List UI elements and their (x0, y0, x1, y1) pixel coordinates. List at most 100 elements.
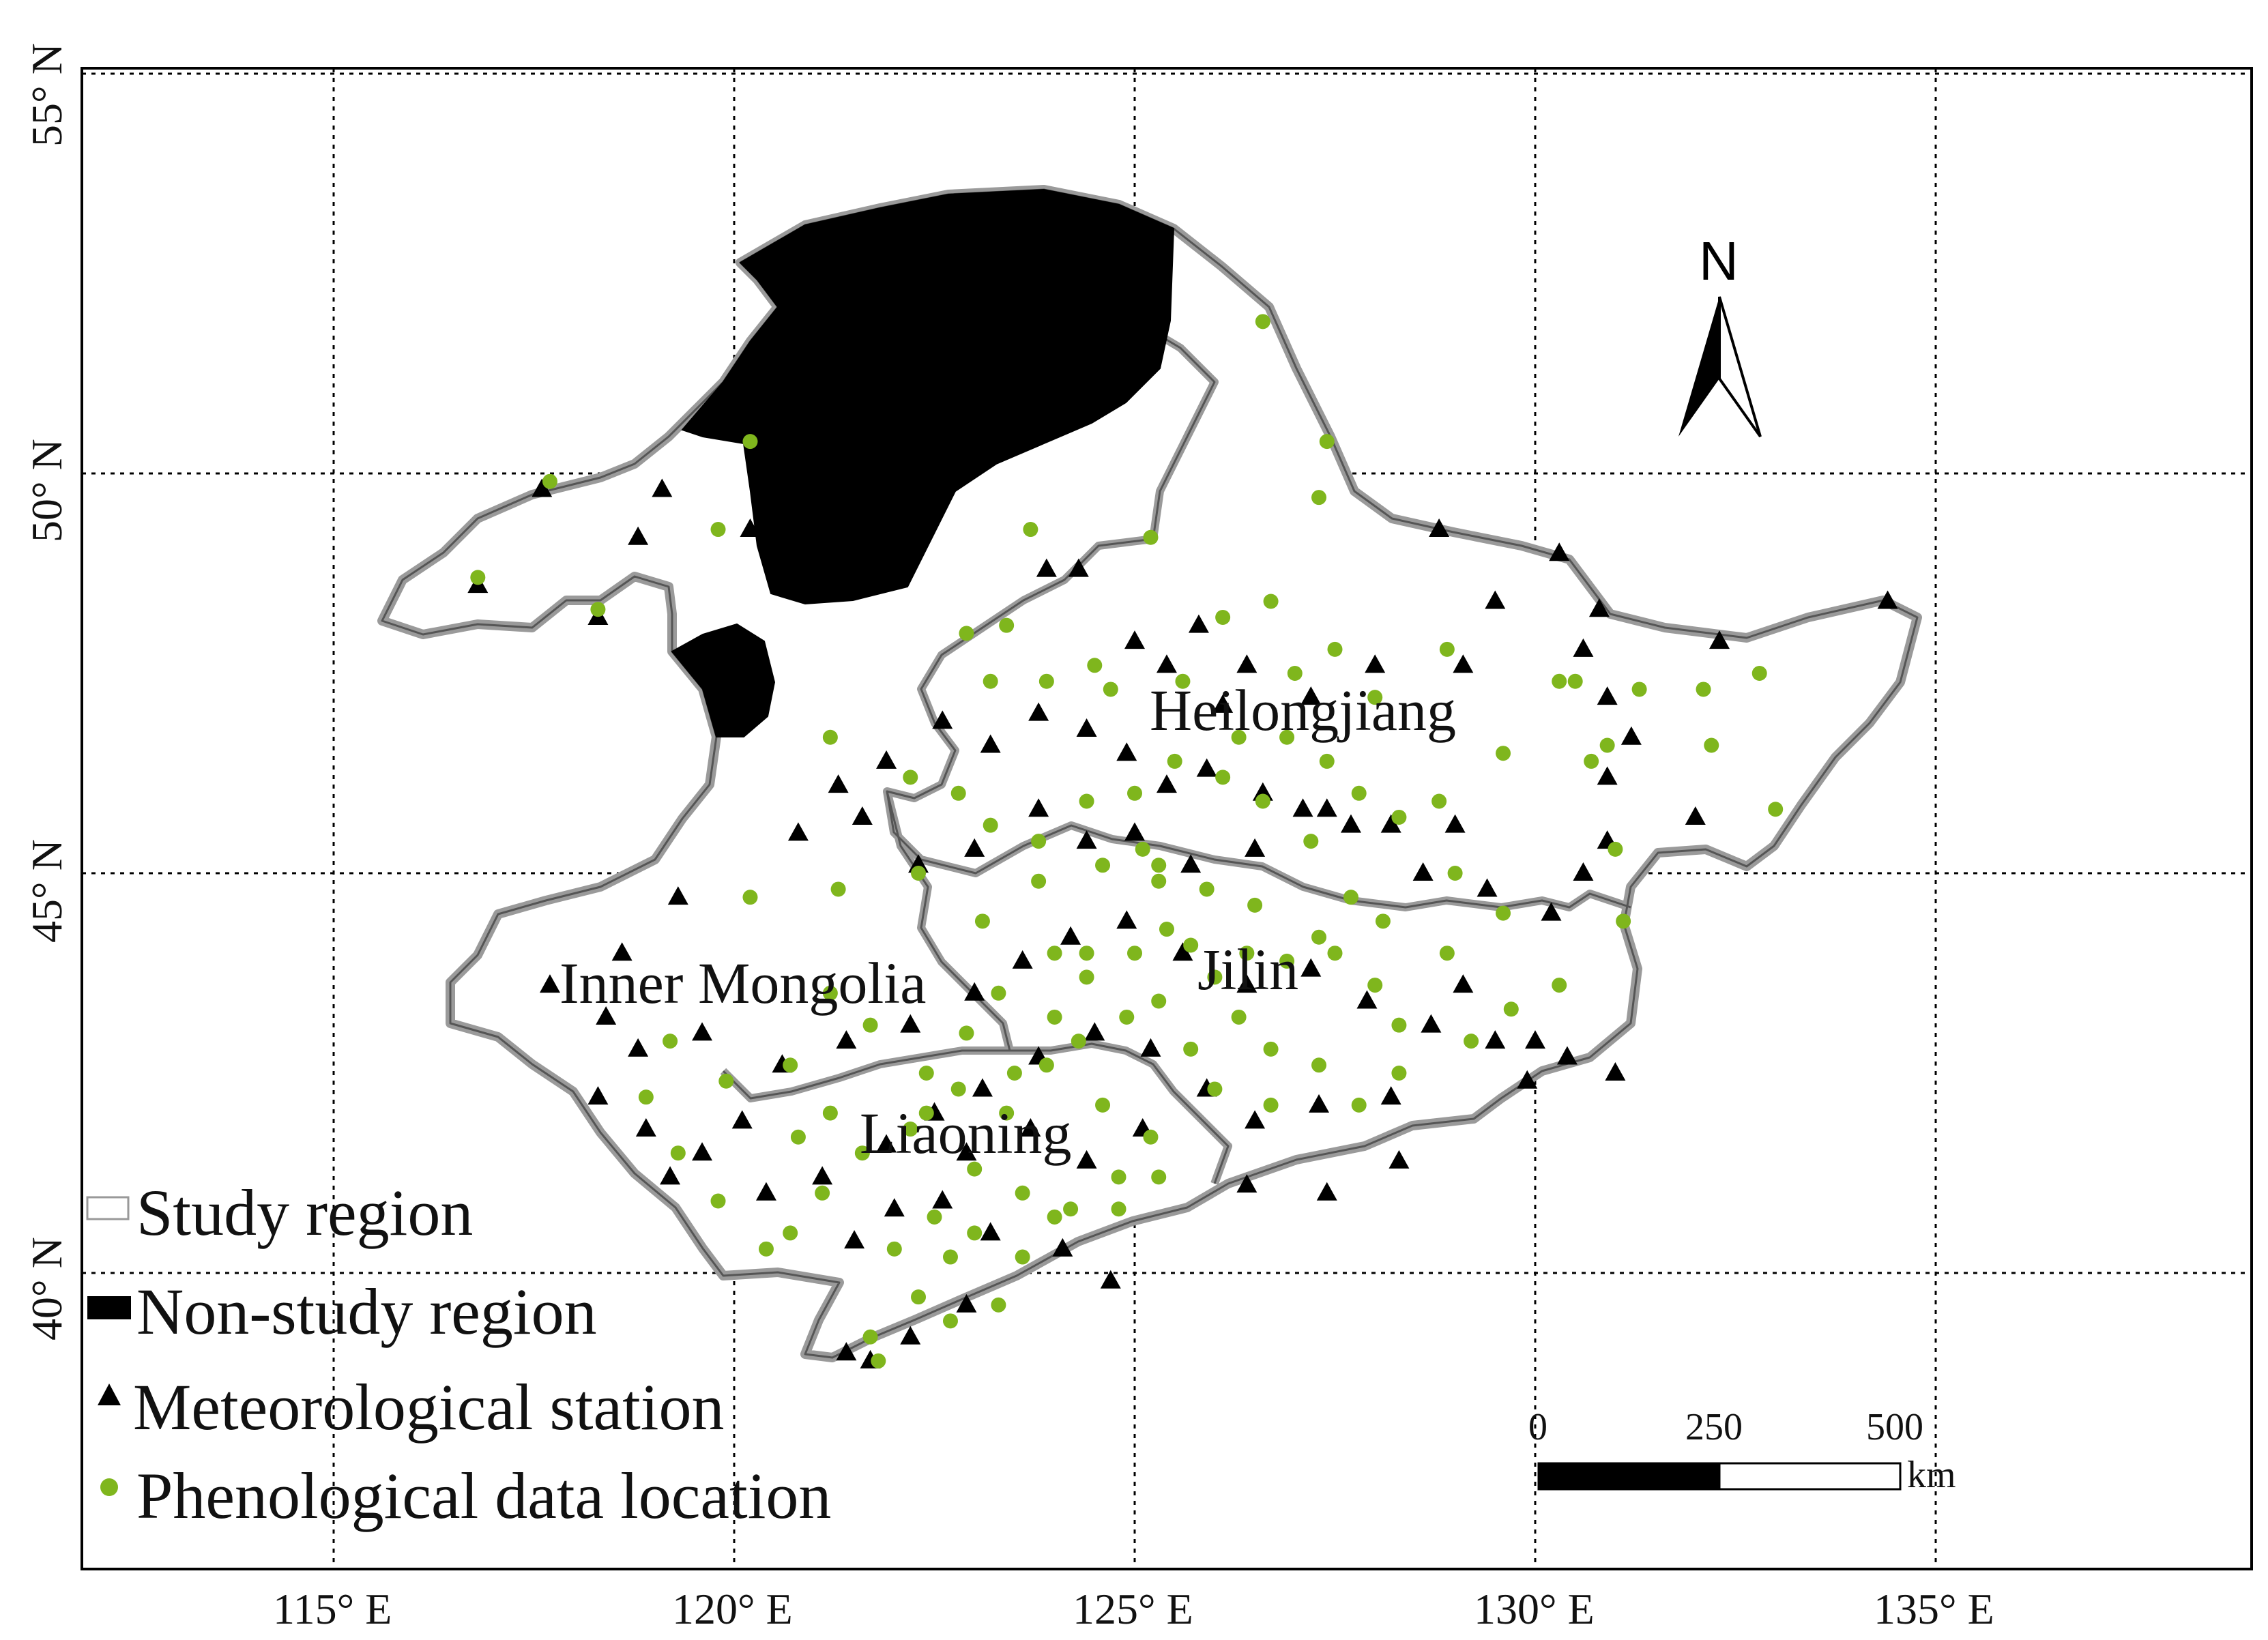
station-marker (1380, 1086, 1401, 1105)
legend-phenological-label: Phenological data location (136, 1459, 831, 1532)
station-marker (692, 1022, 713, 1041)
phenological-marker (1095, 858, 1111, 873)
phenological-marker (1503, 1001, 1519, 1017)
station-marker (1020, 1118, 1041, 1137)
phenological-marker (991, 1297, 1006, 1313)
phenological-marker (959, 626, 974, 641)
station-marker (1100, 1270, 1121, 1289)
station-marker (1245, 1110, 1266, 1129)
phenological-marker (1111, 1201, 1126, 1217)
station-marker (1236, 1174, 1257, 1193)
scale-tick-500: 500 (1866, 1406, 1923, 1448)
station-marker (1588, 598, 1610, 617)
station-marker (787, 822, 809, 841)
station-marker (740, 518, 761, 538)
phenological-marker (1175, 673, 1191, 689)
station-marker (660, 1166, 681, 1185)
station-marker (1517, 1070, 1538, 1089)
station-marker (611, 942, 633, 961)
phenological-marker (830, 881, 846, 897)
phenological-marker (1311, 1057, 1327, 1073)
station-marker (1356, 990, 1378, 1009)
phenological-marker (1496, 905, 1511, 921)
phenological-marker (1215, 770, 1231, 785)
phenological-marker (1552, 978, 1567, 993)
phenological-marker (903, 770, 918, 785)
station-marker (596, 1006, 617, 1025)
station-marker (1412, 862, 1434, 881)
station-marker (980, 734, 1001, 753)
station-marker (1365, 654, 1386, 673)
station-marker (1597, 686, 1618, 705)
station-marker (932, 1190, 953, 1209)
station-marker (1380, 814, 1401, 833)
phenological-marker (967, 1225, 983, 1241)
phenological-marker (670, 1145, 686, 1161)
phenological-marker (783, 1057, 798, 1073)
phenological-marker (1015, 1185, 1030, 1201)
region-label-heilongjiang: Heilongjiang (1150, 677, 1456, 743)
legend-non-study-label: Non-study region (136, 1275, 597, 1348)
phenological-marker (862, 1017, 878, 1033)
phenological-marker (1351, 1097, 1367, 1113)
phenological-marker (1287, 666, 1303, 681)
legend-station-label: Meteorological station (133, 1371, 724, 1444)
phenological-marker (1079, 946, 1094, 961)
phenological-marker (590, 602, 606, 617)
phenological-marker (1183, 1041, 1199, 1057)
station-marker (1236, 654, 1257, 673)
phenological-marker (1391, 1066, 1407, 1081)
phenological-marker (1031, 873, 1047, 889)
scale-bar-white-segment (1718, 1462, 1902, 1491)
station-marker (1389, 1150, 1410, 1169)
phenological-marker (950, 1081, 966, 1097)
phenological-marker (822, 985, 838, 1001)
phenological-marker (1255, 793, 1270, 809)
station-marker (1116, 910, 1137, 929)
province-border-jilin-inner (886, 791, 1230, 1184)
station-marker (1012, 950, 1033, 969)
region-label-jilin: Jilin (1197, 937, 1298, 1002)
station-marker (1236, 974, 1257, 993)
phenological-marker (1431, 793, 1447, 809)
phenological-marker (1263, 1097, 1279, 1113)
phenological-marker (790, 1129, 806, 1145)
station-marker (1060, 926, 1081, 945)
station-marker (1212, 694, 1234, 713)
station-marker (1156, 774, 1177, 793)
station-marker (1573, 862, 1594, 881)
phenological-marker (710, 522, 726, 538)
lon-label-125: 125° E (1073, 1585, 1193, 1633)
phenological-marker (718, 1073, 734, 1089)
phenological-marker (927, 1209, 942, 1225)
phenological-marker (1159, 922, 1174, 937)
station-marker (1076, 830, 1097, 849)
phenological-marker (1552, 673, 1567, 689)
station-marker (1292, 798, 1313, 817)
station-marker (1556, 1046, 1578, 1065)
phenological-marker (1239, 946, 1255, 961)
phenological-marker (1696, 682, 1711, 697)
phenological-marker (1135, 841, 1150, 857)
station-marker (1245, 838, 1266, 857)
meteorological-stations (467, 478, 1898, 1368)
phenological-marker (1127, 785, 1142, 801)
station-marker (900, 1014, 921, 1033)
phenological-marker (1167, 753, 1182, 769)
lat-label-50: 50° N (23, 439, 71, 542)
phenological-marker (1143, 1129, 1159, 1145)
phenological-marker (1367, 690, 1383, 705)
station-marker (635, 1118, 656, 1137)
station-marker (692, 1142, 713, 1161)
phenological-marker (1751, 666, 1767, 681)
station-marker (964, 982, 985, 1001)
station-marker (1620, 726, 1642, 745)
phenological-marker (1439, 946, 1455, 961)
station-marker (1140, 1038, 1161, 1057)
station-marker (1485, 1030, 1506, 1049)
phenological-marker (1608, 841, 1623, 857)
phenological-marker (1079, 793, 1094, 809)
station-marker (1316, 1182, 1337, 1201)
province-border-liaoning-inner (722, 1049, 1010, 1100)
station-marker (628, 526, 649, 545)
